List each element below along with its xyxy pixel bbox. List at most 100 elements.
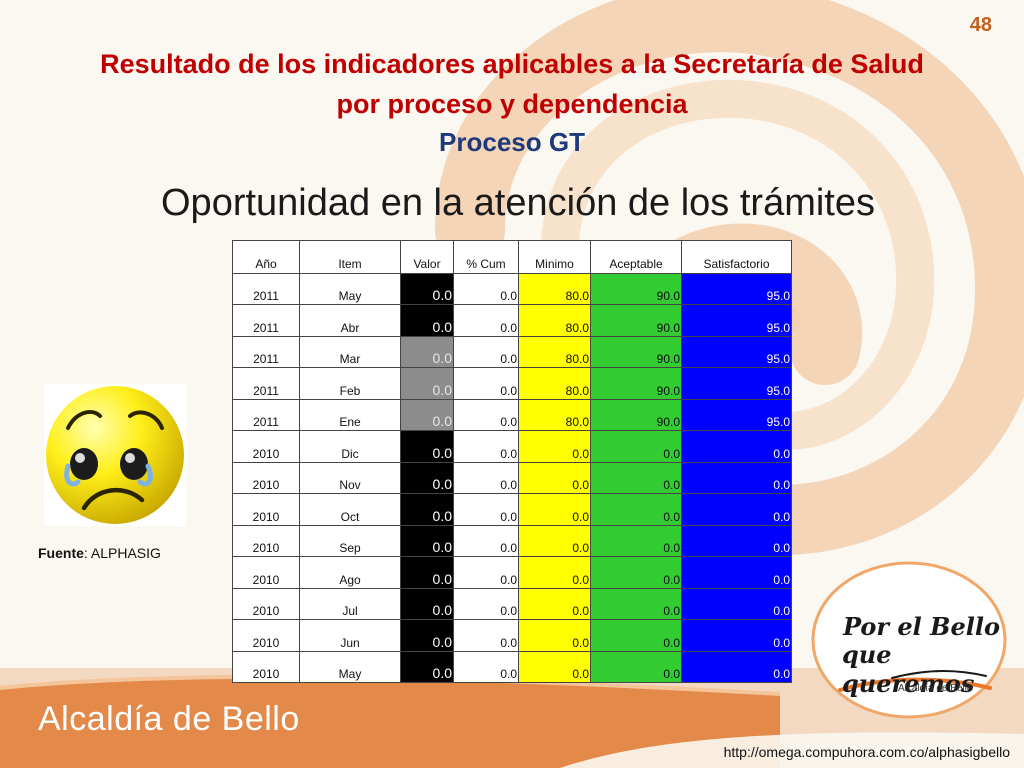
cell-minimo: 0.0 [518,493,591,526]
cell-minimo: 80.0 [518,272,591,305]
cell-valor: 0.0 [400,556,454,589]
cell-minimo: 80.0 [518,335,591,368]
cell-aceptable: 0.0 [590,493,682,526]
cell-minimo: 80.0 [518,304,591,337]
header-item: Item [299,240,401,274]
cell-satisfactorio: 95.0 [681,335,792,368]
cell-minimo: 0.0 [518,461,591,494]
cell-satisfactorio: 95.0 [681,304,792,337]
cell-anio: 2011 [232,272,300,305]
footer-logo: Alcaldía de Bello [38,700,300,738]
cell-anio: 2011 [232,398,300,431]
cell-aceptable: 0.0 [590,556,682,589]
indicator-table: Año Item Valor % Cum Minimo Aceptable Sa… [232,240,792,683]
cell-valor: 0.0 [400,304,454,337]
cell-aceptable: 0.0 [590,461,682,494]
cell-valor: 0.0 [400,650,454,683]
cell-aceptable: 90.0 [590,398,682,431]
header-aceptable: Aceptable [590,240,682,274]
cell-satisfactorio: 0.0 [681,430,792,463]
badge-line-1: Por el Bello [843,612,1000,641]
cell-item: Dic [299,430,401,463]
table-row: 2010 Nov 0.0 0.0 0.0 0.0 0.0 [232,461,792,494]
cell-satisfactorio: 0.0 [681,650,792,683]
cell-aceptable: 90.0 [590,335,682,368]
table-row: 2011 Abr 0.0 0.0 80.0 90.0 95.0 [232,304,792,337]
title-line-1: Resultado de los indicadores aplicables … [100,49,924,79]
header-valor: Valor [400,240,454,274]
cell-anio: 2011 [232,335,300,368]
sad-face-icon [46,386,184,524]
header-satisfactorio: Satisfactorio [681,240,792,274]
cell-satisfactorio: 0.0 [681,619,792,652]
cell-valor: 0.0 [400,587,454,620]
table-row: 2011 Feb 0.0 0.0 80.0 90.0 95.0 [232,367,792,400]
cell-cum: 0.0 [453,493,519,526]
cell-item: Nov [299,461,401,494]
cell-item: May [299,272,401,305]
cell-satisfactorio: 0.0 [681,461,792,494]
table-row: 2011 Mar 0.0 0.0 80.0 90.0 95.0 [232,335,792,368]
cell-satisfactorio: 95.0 [681,398,792,431]
cell-anio: 2010 [232,587,300,620]
page-number: 48 [969,14,992,36]
cell-valor: 0.0 [400,272,454,305]
cell-valor: 0.0 [400,461,454,494]
source-value: : ALPHASIG [83,545,161,561]
cell-valor: 0.0 [400,619,454,652]
header-anio: Año [232,240,300,274]
cell-cum: 0.0 [453,587,519,620]
process-subtitle: Proceso GT [439,127,585,157]
cell-anio: 2010 [232,650,300,683]
cell-cum: 0.0 [453,461,519,494]
cell-anio: 2010 [232,619,300,652]
source-url[interactable]: http://omega.compuhora.com.co/alphasigbe… [723,744,1010,760]
table-row: 2011 Ene 0.0 0.0 80.0 90.0 95.0 [232,398,792,431]
badge-line-3: Alcaldía de Bello [898,683,973,694]
cell-satisfactorio: 0.0 [681,556,792,589]
cell-minimo: 80.0 [518,398,591,431]
cell-anio: 2010 [232,524,300,557]
cell-aceptable: 0.0 [590,430,682,463]
cell-item: Oct [299,493,401,526]
cell-minimo: 0.0 [518,650,591,683]
badge-logo [811,561,1007,719]
title-line-2: por proceso y dependencia [336,89,688,119]
cell-satisfactorio: 0.0 [681,587,792,620]
table-row: 2010 Ago 0.0 0.0 0.0 0.0 0.0 [232,556,792,589]
cell-aceptable: 0.0 [590,524,682,557]
cell-aceptable: 0.0 [590,650,682,683]
cell-aceptable: 90.0 [590,367,682,400]
cell-cum: 0.0 [453,430,519,463]
table-row: 2010 Oct 0.0 0.0 0.0 0.0 0.0 [232,493,792,526]
cell-satisfactorio: 0.0 [681,493,792,526]
cell-cum: 0.0 [453,335,519,368]
cell-cum: 0.0 [453,272,519,305]
cell-anio: 2010 [232,430,300,463]
page-title: Resultado de los indicadores aplicables … [0,44,1024,124]
cell-valor: 0.0 [400,493,454,526]
cell-item: Abr [299,304,401,337]
indicator-heading: Oportunidad en la atención de los trámit… [161,182,875,224]
cell-valor: 0.0 [400,367,454,400]
badge-line-2: que queremos [842,640,975,698]
cell-minimo: 0.0 [518,587,591,620]
cell-aceptable: 0.0 [590,587,682,620]
footer-bar [0,674,1024,768]
cell-valor: 0.0 [400,524,454,557]
cell-anio: 2010 [232,493,300,526]
cell-valor: 0.0 [400,430,454,463]
cell-aceptable: 90.0 [590,272,682,305]
cell-item: Jul [299,587,401,620]
cell-aceptable: 90.0 [590,304,682,337]
cell-item: Feb [299,367,401,400]
header-cum: % Cum [453,240,519,274]
cell-minimo: 0.0 [518,619,591,652]
cell-item: May [299,650,401,683]
cell-satisfactorio: 95.0 [681,272,792,305]
table-row: 2010 Jun 0.0 0.0 0.0 0.0 0.0 [232,619,792,652]
table-row: 2010 Sep 0.0 0.0 0.0 0.0 0.0 [232,524,792,557]
cell-anio: 2010 [232,556,300,589]
cell-item: Mar [299,335,401,368]
cell-minimo: 0.0 [518,556,591,589]
